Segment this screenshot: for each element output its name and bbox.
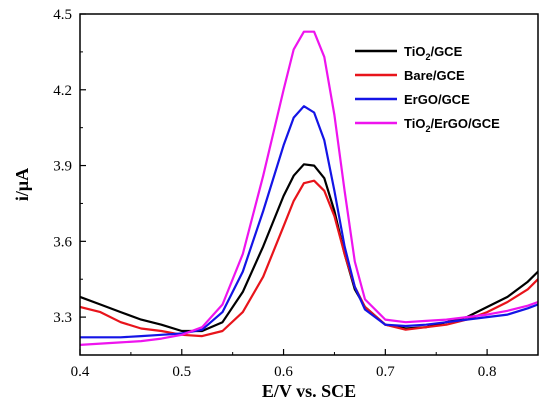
x-tick-label: 0.7: [376, 364, 395, 380]
y-tick-label: 3.6: [53, 234, 72, 250]
y-tick-label: 3.3: [53, 310, 72, 326]
legend-item: ErGO/GCE: [355, 92, 470, 107]
y-tick-label: 4.5: [53, 7, 72, 23]
series-line-3: [80, 30, 538, 346]
series-line-2: [80, 105, 538, 339]
legend-label: TiO2/GCE: [404, 44, 463, 62]
x-tick-label: 0.6: [274, 364, 293, 380]
legend-item: TiO2/GCE: [355, 44, 463, 62]
x-axis-title: E/V vs. SCE: [262, 381, 356, 401]
plot-frame: [79, 13, 539, 356]
x-tick-label: 0.4: [71, 364, 90, 380]
x-tick-label: 0.8: [478, 364, 497, 380]
y-tick-label: 4.2: [53, 83, 72, 99]
legend-item: Bare/GCE: [355, 68, 465, 83]
series-line-1: [80, 179, 538, 338]
x-tick-label: 0.5: [172, 364, 191, 380]
legend-label: ErGO/GCE: [404, 92, 470, 107]
series-line-0: [80, 163, 538, 333]
plot-lines: [80, 30, 538, 346]
x-axis: 0.4 0.5 0.6 0.7 0.8: [71, 349, 497, 380]
y-tick-label: 3.9: [53, 159, 72, 175]
legend: TiO2/GCE Bare/GCE ErGO/GCE TiO2/ErGO/GCE: [355, 44, 500, 134]
y-axis: 3.3 3.6 3.9 4.2 4.5: [53, 7, 86, 326]
y-axis-title: i/μA: [12, 168, 32, 201]
legend-label: TiO2/ErGO/GCE: [404, 116, 500, 134]
legend-item: TiO2/ErGO/GCE: [355, 116, 500, 134]
legend-label: Bare/GCE: [404, 68, 465, 83]
